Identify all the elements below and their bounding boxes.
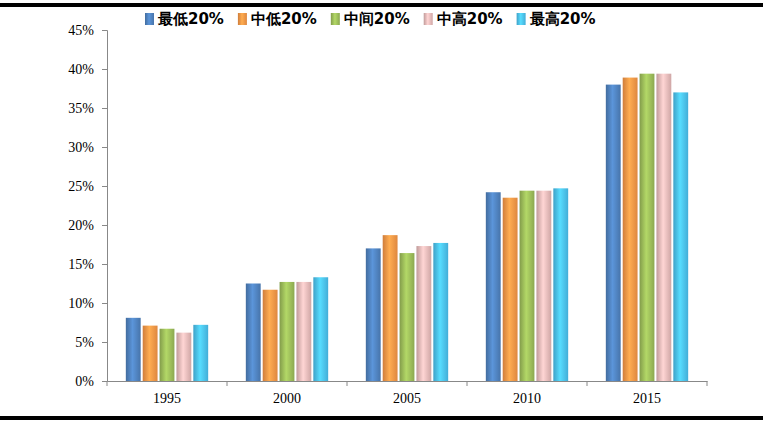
border-line xyxy=(0,416,763,420)
legend-item: 最低20% xyxy=(145,10,224,28)
bar xyxy=(640,74,655,381)
plot: 0% 5% 10% 15% 20% 25% 30% 35% 40% 45% 1995 2000 2005… xyxy=(68,23,707,406)
bar xyxy=(536,191,551,381)
tick: 0% xyxy=(75,374,107,389)
tick-mark xyxy=(102,342,107,343)
category-separator xyxy=(587,381,588,386)
tick: 35% xyxy=(68,101,107,116)
legend-item: 中高20% xyxy=(424,10,503,28)
x-axis: 1995 2000 2005 2010 2015 xyxy=(108,381,708,406)
tick-label: 1995 xyxy=(153,391,181,406)
legend-item: 最高20% xyxy=(517,10,596,28)
tick: 2005 xyxy=(393,381,421,406)
tick-label: 2005 xyxy=(393,391,421,406)
legend-swatch xyxy=(424,13,433,25)
legend-label: 中间20% xyxy=(344,10,410,28)
tick-label: 5% xyxy=(75,335,94,350)
bar xyxy=(176,333,191,381)
tick-mark xyxy=(102,108,107,109)
tick-label: 30% xyxy=(68,140,94,155)
bar xyxy=(623,78,638,381)
tick-label: 35% xyxy=(68,101,94,116)
tick: 2015 xyxy=(633,381,661,406)
tick-mark xyxy=(102,264,107,265)
tick: 20% xyxy=(68,218,107,233)
tick: 45% xyxy=(68,23,107,38)
legend-swatch xyxy=(517,13,526,25)
bar xyxy=(246,284,261,382)
tick-label: 2010 xyxy=(513,391,541,406)
tick-label: 10% xyxy=(68,296,94,311)
bar xyxy=(366,248,381,381)
tick: 30% xyxy=(68,140,107,155)
legend-item: 中低20% xyxy=(238,10,317,28)
tick: 15% xyxy=(68,257,107,272)
category-separator xyxy=(467,381,468,386)
bar xyxy=(606,85,621,381)
legend: 最低20% 中低20% 中间20% 中高20% 最高20% xyxy=(145,10,596,28)
bar xyxy=(520,191,535,381)
tick-mark xyxy=(102,225,107,226)
legend-swatch xyxy=(145,13,154,25)
border-line xyxy=(0,3,763,7)
tick: 2000 xyxy=(273,381,301,406)
tick-label: 2000 xyxy=(273,391,301,406)
tick-label: 40% xyxy=(68,62,94,77)
tick-mark xyxy=(102,186,107,187)
tick-mark xyxy=(102,69,107,70)
bar xyxy=(143,326,158,381)
tick-mark xyxy=(102,147,107,148)
tick: 2010 xyxy=(513,381,541,406)
legend-swatch xyxy=(238,13,247,25)
legend-label: 中低20% xyxy=(251,10,317,28)
category-separator xyxy=(227,381,228,386)
chart: 0% 5% 10% 15% 20% 25% 30% 35% 40% 45% 1995 2000 2005… xyxy=(0,0,763,424)
tick: 1995 xyxy=(153,381,181,406)
tick-mark xyxy=(102,30,107,31)
bar xyxy=(126,318,141,381)
bar xyxy=(486,192,501,381)
bar xyxy=(160,329,175,381)
tick: 10% xyxy=(68,296,107,311)
bar xyxy=(280,282,295,381)
tick: 40% xyxy=(68,62,107,77)
y-axis: 0% 5% 10% 15% 20% 25% 30% 35% 40% 45% xyxy=(68,23,107,389)
legend-item: 中间20% xyxy=(331,10,410,28)
tick-label: 2015 xyxy=(633,391,661,406)
bar xyxy=(400,253,415,381)
bar xyxy=(416,246,431,381)
category-separator xyxy=(707,381,708,386)
bar xyxy=(383,235,398,381)
bar xyxy=(503,198,518,381)
bar xyxy=(433,243,448,381)
legend-swatch xyxy=(331,13,340,25)
tick-label: 45% xyxy=(68,23,94,38)
category-separator xyxy=(107,381,108,386)
legend-label: 最高20% xyxy=(529,10,596,28)
bar xyxy=(296,282,311,381)
axis-line xyxy=(108,381,708,382)
bars xyxy=(126,74,688,381)
bar xyxy=(673,92,688,381)
tick: 5% xyxy=(75,335,107,350)
legend-label: 最低20% xyxy=(157,10,224,28)
tick-label: 25% xyxy=(68,179,94,194)
legend-label: 中高20% xyxy=(437,10,503,28)
tick-mark xyxy=(102,303,107,304)
bar xyxy=(656,74,671,381)
axis-line xyxy=(102,31,108,382)
tick: 25% xyxy=(68,179,107,194)
bar xyxy=(193,325,208,381)
bar xyxy=(553,188,568,381)
tick-label: 20% xyxy=(68,218,94,233)
tick-mark xyxy=(102,381,107,382)
tick-label: 15% xyxy=(68,257,94,272)
tick-label: 0% xyxy=(75,374,94,389)
bar xyxy=(263,290,278,381)
category-separator xyxy=(347,381,348,386)
bar xyxy=(313,277,328,381)
